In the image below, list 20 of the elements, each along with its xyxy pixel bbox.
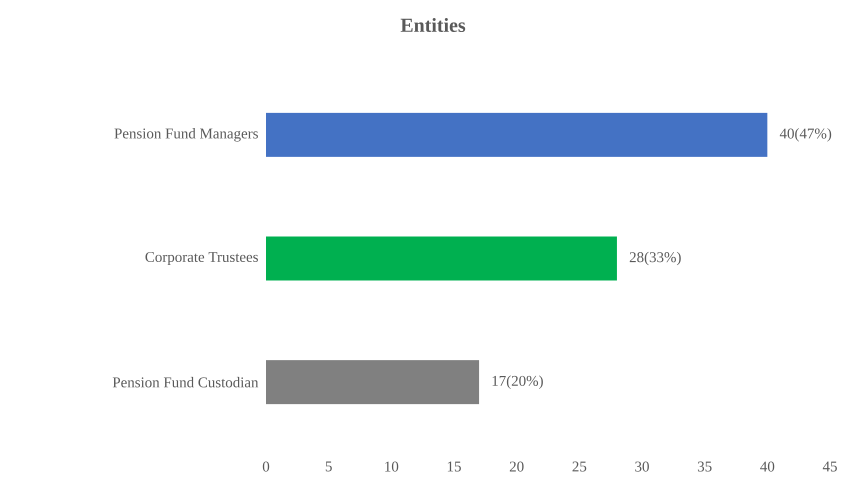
x-tick-label: 20 — [510, 462, 524, 472]
x-tick-label: 40 — [760, 462, 774, 472]
x-tick-label: 45 — [822, 462, 837, 472]
x-tick-label: 10 — [385, 462, 398, 472]
bar — [266, 236, 617, 281]
x-tick-label: 0 — [262, 462, 270, 472]
x-tick-label: 30 — [635, 462, 649, 472]
bar — [266, 112, 768, 157]
x-tick-label: 25 — [572, 462, 586, 472]
x-tick-label: 15 — [448, 462, 461, 472]
y-tick-label: Pension Fund Managers — [114, 128, 258, 142]
bar — [266, 360, 480, 404]
x-tick-label: 5 — [326, 462, 332, 472]
chart-title: Entities — [400, 18, 466, 32]
y-tick-label: Corporate Trustees — [146, 252, 258, 266]
y-tick-label: Pension Fund Custodian — [112, 376, 258, 388]
data-label: 17(20%) — [492, 375, 543, 389]
data-label: 28(33%) — [630, 252, 681, 266]
data-label: 40(47%) — [780, 128, 832, 142]
x-tick-label: 35 — [698, 462, 712, 472]
